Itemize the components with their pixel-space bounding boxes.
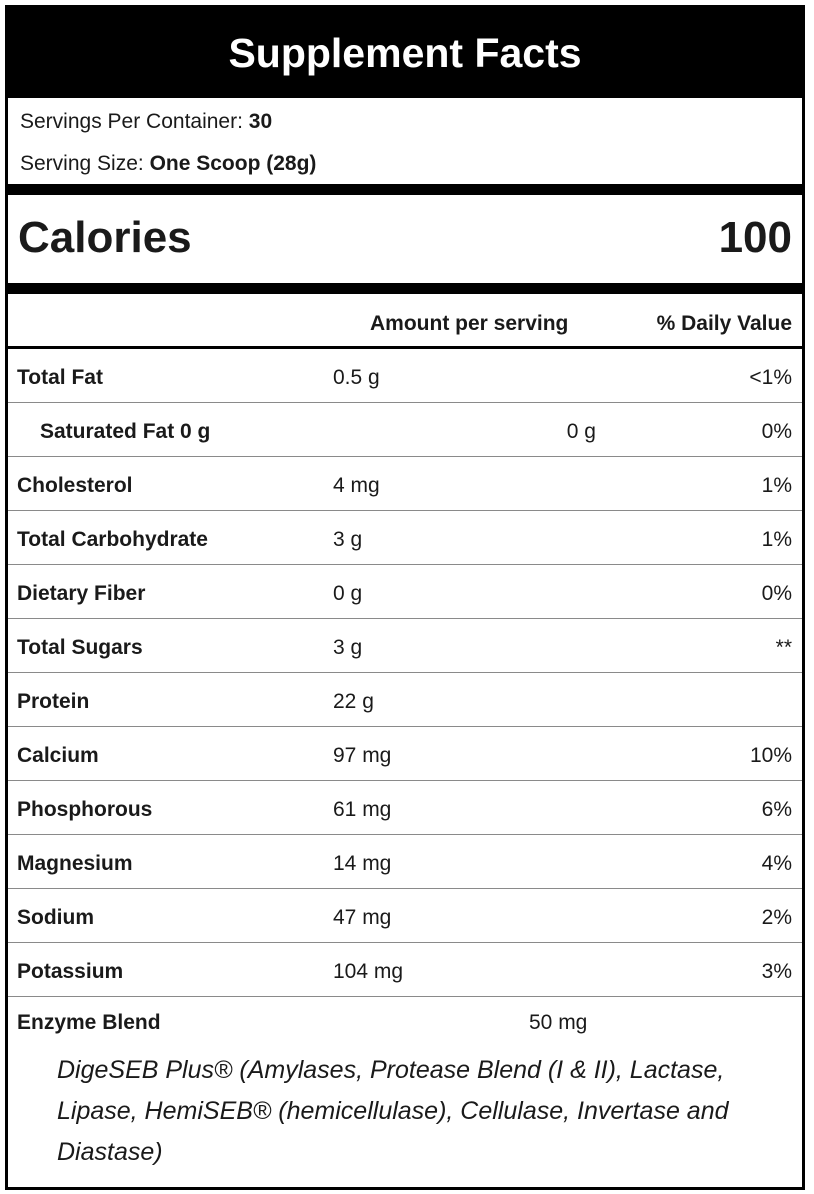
nutrient-row-magnesium: Magnesium 14 mg 4% bbox=[8, 835, 802, 889]
servings-per-container-value: 30 bbox=[248, 110, 273, 133]
nutrient-daily-value: 1% bbox=[761, 528, 792, 551]
divider bbox=[8, 346, 802, 349]
nutrient-name: Protein bbox=[17, 690, 90, 713]
servings-per-container: Servings Per Container: 30 bbox=[20, 110, 272, 134]
column-header: Amount per serving % Daily Value bbox=[8, 294, 802, 346]
nutrient-amount: 0 g bbox=[566, 420, 596, 443]
enzyme-blend-name: Enzyme Blend bbox=[17, 1011, 161, 1034]
nutrient-daily-value: <1% bbox=[749, 366, 792, 389]
nutrient-daily-value: 3% bbox=[761, 960, 792, 983]
nutrient-table: Total Fat 0.5 g <1% Saturated Fat 0 g 0 … bbox=[8, 349, 802, 1187]
nutrient-row-total-fat: Total Fat 0.5 g <1% bbox=[8, 349, 802, 403]
calories-value: 100 bbox=[718, 213, 792, 262]
nutrient-amount: 47 mg bbox=[333, 906, 392, 929]
daily-value-header: % Daily Value bbox=[656, 312, 792, 335]
nutrient-amount: 0.5 g bbox=[333, 366, 380, 389]
nutrient-row-calcium: Calcium 97 mg 10% bbox=[8, 727, 802, 781]
nutrient-name: Total Fat bbox=[17, 366, 103, 389]
nutrient-name: Sodium bbox=[17, 906, 94, 929]
nutrient-amount: 97 mg bbox=[333, 744, 392, 767]
nutrient-row-total-sugars: Total Sugars 3 g ** bbox=[8, 619, 802, 673]
nutrient-name: Calcium bbox=[17, 744, 99, 767]
serving-size: Serving Size: One Scoop (28g) bbox=[20, 152, 316, 176]
enzyme-blend-description: DigeSEB Plus® (Amylases, Protease Blend … bbox=[57, 1056, 729, 1166]
nutrient-name: Total Carbohydrate bbox=[17, 528, 208, 551]
nutrient-daily-value: 10% bbox=[749, 744, 792, 767]
nutrient-amount: 0 g bbox=[333, 582, 363, 605]
divider-thick bbox=[8, 184, 802, 195]
servings-info: Servings Per Container: 30 Serving Size:… bbox=[8, 98, 802, 184]
nutrient-row-protein: Protein 22 g bbox=[8, 673, 802, 727]
calories-row: Calories 100 bbox=[8, 195, 802, 283]
nutrient-daily-value: 0% bbox=[761, 420, 792, 443]
nutrient-amount: 104 mg bbox=[333, 960, 404, 983]
nutrient-amount: 14 mg bbox=[333, 852, 392, 875]
enzyme-blend-row: Enzyme Blend 50 mg DigeSEB Plus® (Amylas… bbox=[8, 997, 802, 1187]
nutrient-amount: 61 mg bbox=[333, 798, 392, 821]
serving-size-value: One Scoop (28g) bbox=[149, 152, 317, 175]
servings-per-container-label: Servings Per Container: bbox=[20, 110, 249, 133]
nutrient-daily-value: 2% bbox=[761, 906, 792, 929]
nutrient-daily-value: 4% bbox=[761, 852, 792, 875]
nutrient-row-potassium: Potassium 104 mg 3% bbox=[8, 943, 802, 997]
nutrient-daily-value: 6% bbox=[761, 798, 792, 821]
nutrient-name: Phosphorous bbox=[17, 798, 153, 821]
serving-size-label: Serving Size: bbox=[20, 152, 150, 175]
divider-thick bbox=[8, 283, 802, 294]
nutrient-amount: 22 g bbox=[333, 690, 374, 713]
supplement-facts-panel: Supplement Facts Servings Per Container:… bbox=[5, 5, 805, 1190]
nutrient-row-sodium: Sodium 47 mg 2% bbox=[8, 889, 802, 943]
panel-title: Supplement Facts bbox=[8, 8, 802, 98]
nutrient-name: Cholesterol bbox=[17, 474, 133, 497]
nutrient-daily-value: 0% bbox=[761, 582, 792, 605]
calories-label: Calories bbox=[18, 213, 192, 262]
nutrient-name: Saturated Fat 0 g bbox=[40, 420, 211, 443]
nutrient-amount: 3 g bbox=[333, 636, 363, 659]
nutrient-name: Potassium bbox=[17, 960, 124, 983]
amount-header: Amount per serving bbox=[370, 312, 569, 335]
nutrient-row-phosphorous: Phosphorous 61 mg 6% bbox=[8, 781, 802, 835]
nutrient-name: Magnesium bbox=[17, 852, 133, 875]
nutrient-name: Dietary Fiber bbox=[17, 582, 146, 605]
nutrient-daily-value: ** bbox=[775, 636, 792, 659]
nutrient-row-saturated-fat: Saturated Fat 0 g 0 g 0% bbox=[8, 403, 802, 457]
enzyme-blend-amount: 50 mg bbox=[529, 1011, 588, 1034]
nutrient-row-total-carbohydrate: Total Carbohydrate 3 g 1% bbox=[8, 511, 802, 565]
nutrient-daily-value: 1% bbox=[761, 474, 792, 497]
nutrient-amount: 4 mg bbox=[333, 474, 380, 497]
nutrient-amount: 3 g bbox=[333, 528, 363, 551]
nutrient-row-dietary-fiber: Dietary Fiber 0 g 0% bbox=[8, 565, 802, 619]
nutrient-name: Total Sugars bbox=[17, 636, 143, 659]
nutrient-row-cholesterol: Cholesterol 4 mg 1% bbox=[8, 457, 802, 511]
